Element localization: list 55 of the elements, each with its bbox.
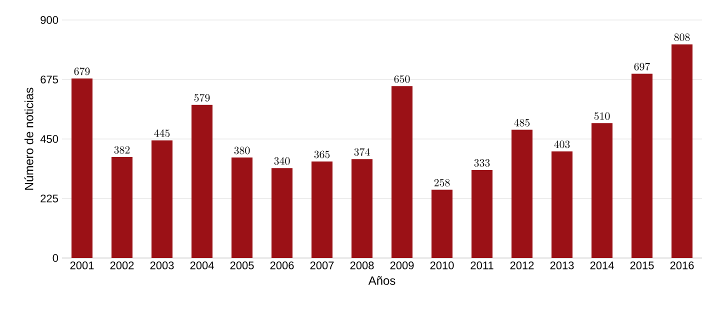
data-label: 445 — [154, 129, 170, 138]
x-tick-label: 2003 — [150, 262, 174, 270]
data-label: 650 — [394, 75, 410, 83]
bar — [72, 78, 92, 258]
x-tick-label: 2012 — [510, 262, 534, 270]
x-tick-label: 2011 — [470, 262, 494, 270]
data-label: 485 — [514, 118, 530, 126]
x-tick-label: 2005 — [230, 262, 254, 270]
data-label: 679 — [74, 68, 90, 76]
x-tick-label: 2001 — [70, 262, 94, 270]
x-tick-label: 2009 — [390, 262, 414, 270]
data-label: 697 — [634, 62, 650, 70]
x-tick-label: 2006 — [270, 262, 294, 270]
data-label: 579 — [194, 94, 210, 102]
bar — [232, 158, 253, 258]
bar — [312, 161, 333, 258]
bar — [392, 86, 413, 258]
x-tick-label: 2014 — [590, 262, 614, 270]
data-label: 380 — [234, 146, 250, 154]
bar — [432, 190, 453, 258]
x-tick-label: 2010 — [430, 262, 454, 270]
data-label: 808 — [674, 34, 690, 42]
y-tick-label: 0 — [52, 254, 58, 262]
x-tick-label: 2008 — [350, 262, 374, 270]
bar — [672, 44, 693, 258]
data-label: 333 — [474, 159, 490, 167]
bar — [192, 104, 213, 258]
data-label: 374 — [354, 148, 370, 156]
bar — [592, 123, 613, 258]
bar — [472, 170, 493, 258]
y-tick-label: 225 — [40, 194, 58, 202]
data-label: 382 — [114, 146, 130, 154]
x-tick-label: 2013 — [550, 262, 574, 270]
y-axis-title: Número de noticias — [24, 88, 34, 190]
data-label: 403 — [554, 140, 570, 148]
y-tick-label: 450 — [40, 135, 58, 143]
data-label: 510 — [594, 112, 610, 120]
data-label: 258 — [434, 178, 450, 186]
bar — [552, 151, 573, 258]
x-axis-title: Años — [368, 276, 396, 285]
y-tick-label: 900 — [40, 16, 58, 24]
x-tick-label: 2004 — [190, 262, 214, 270]
data-label: 340 — [274, 157, 290, 165]
x-tick-label: 2002 — [110, 262, 134, 270]
bar — [152, 140, 173, 258]
x-tick-label: 2007 — [310, 262, 334, 270]
x-tick-label: 2016 — [670, 262, 694, 270]
bar — [512, 130, 533, 258]
bar — [112, 156, 132, 258]
data-label: 365 — [314, 150, 330, 158]
y-tick-label: 675 — [40, 76, 58, 84]
bar — [272, 168, 293, 258]
x-tick-label: 2015 — [630, 262, 654, 270]
bar — [352, 159, 373, 258]
bar — [632, 74, 653, 258]
